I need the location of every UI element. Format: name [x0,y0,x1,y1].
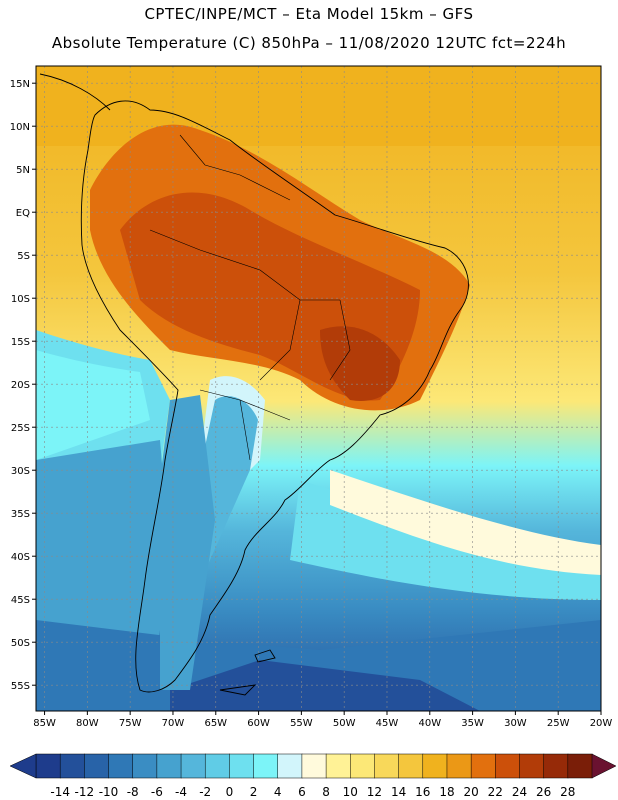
colorbar-arrow-left [9,753,37,779]
y-tick-label: 20S [11,380,30,391]
x-tick-label: 35W [461,718,484,729]
colorbar-swatch [325,753,351,779]
x-tick-label: 75W [119,718,142,729]
x-tick-label: 40W [418,718,441,729]
colorbar: -14 -12 -10 -8 -6 -4 -2 0 2 4 6 8 10 12 14 16 18 20 22 24 26… [9,753,617,799]
y-tick-label: 5N [16,165,30,176]
y-tick-label: 55S [11,681,30,692]
title-line-2: Absolute Temperature (C) 850hPa – 11/08/… [51,34,567,52]
x-tick-label: 85W [33,718,56,729]
x-tick-label: 55W [290,718,313,729]
y-tick-label: 40S [11,552,30,563]
y-tick-label: 15N [10,79,30,90]
colorbar-swatch [470,753,496,779]
colorbar-label: 26 [536,785,551,799]
colorbar-swatch [253,753,279,779]
colorbar-swatch [398,753,424,779]
central-america-coast [39,73,111,111]
y-axis-ticks: 15N 10N 5N EQ 5S 10S 15S 20S 25S 30S 35S 40S 45S 50S 5… [10,79,36,692]
colorbar-label: 8 [322,785,330,799]
colorbar-swatch [519,753,545,779]
colorbar-label: 18 [439,785,454,799]
colorbar-label: -6 [151,785,163,799]
tierra-del-fuego [219,684,257,696]
colorbar-label: 2 [250,785,258,799]
colorbar-swatch [84,753,110,779]
colorbar-swatch [35,753,61,779]
y-tick-label: 10S [11,294,30,305]
field-south-cold [170,660,480,711]
x-tick-label: 60W [247,718,270,729]
y-tick-label: 50S [11,638,30,649]
y-tick-label: 10N [10,122,30,133]
colorbar-label: -10 [99,785,119,799]
colorbar-swatch [156,753,182,779]
colorbar-label: 12 [367,785,382,799]
colorbar-label: 22 [488,785,503,799]
country-borders [149,134,351,461]
colorbar-swatch [350,753,375,779]
field-north-band [36,66,601,146]
colorbar-swatch [495,753,521,779]
field-continent-hottest [320,326,400,401]
x-tick-label: 20W [590,718,613,729]
graticule [36,66,602,711]
colorbar-label: -12 [75,785,95,799]
colorbar-swatch [59,753,85,779]
x-tick-label: 30W [504,718,527,729]
y-tick-label: EQ [16,208,30,219]
colorbar-label: 0 [226,785,234,799]
x-tick-label: 45W [376,718,399,729]
x-tick-label: 65W [204,718,227,729]
coastlines [39,73,469,696]
map-frame [35,65,602,712]
colorbar-label: 6 [298,785,306,799]
colorbar-label: -4 [175,785,187,799]
x-tick-label: 50W [333,718,356,729]
y-tick-label: 5S [17,251,30,262]
colorbar-label: 20 [463,785,478,799]
x-tick-label: 25W [547,718,570,729]
colorbar-label: 10 [343,785,358,799]
colorbar-label: -8 [127,785,139,799]
field-pacific-light [36,350,150,460]
colorbar-swatch [277,753,303,779]
y-tick-label: 25S [11,423,30,434]
field-patagonia [160,395,215,690]
colorbar-swatch [543,753,569,779]
south-america-coast [80,100,469,693]
colorbar-swatch [301,753,327,779]
temperature-field [36,66,601,711]
y-tick-label: 35S [11,509,30,520]
title-line-1: CPTEC/INPE/MCT – Eta Model 15km – GFS [144,5,474,23]
x-tick-label: 70W [162,718,185,729]
colorbar-label: -14 [50,785,70,799]
colorbar-arrow-right [591,753,617,779]
colorbar-swatch [374,753,400,779]
x-tick-label: 80W [76,718,99,729]
colorbar-label: 16 [415,785,430,799]
field-atlantic-front [330,470,601,575]
x-axis-ticks: 85W 80W 75W 70W 65W 60W 55W 50W 45W 40W 35W 30W 25W 2… [33,711,612,729]
falkland-islands [254,649,276,663]
colorbar-swatch [567,753,593,779]
colorbar-swatch [446,753,472,779]
colorbar-swatch [108,753,134,779]
colorbar-swatch [204,753,230,779]
colorbar-label: 24 [512,785,527,799]
colorbar-label: 14 [391,785,406,799]
colorbar-swatch [229,753,255,779]
y-tick-label: 15S [11,337,30,348]
colorbar-swatch [180,753,206,779]
colorbar-swatch [422,753,448,779]
colorbar-label: -2 [199,785,211,799]
colorbar-label: 4 [274,785,282,799]
y-tick-label: 30S [11,466,30,477]
colorbar-swatch [132,753,158,779]
y-tick-label: 45S [11,595,30,606]
colorbar-label: 28 [560,785,575,799]
